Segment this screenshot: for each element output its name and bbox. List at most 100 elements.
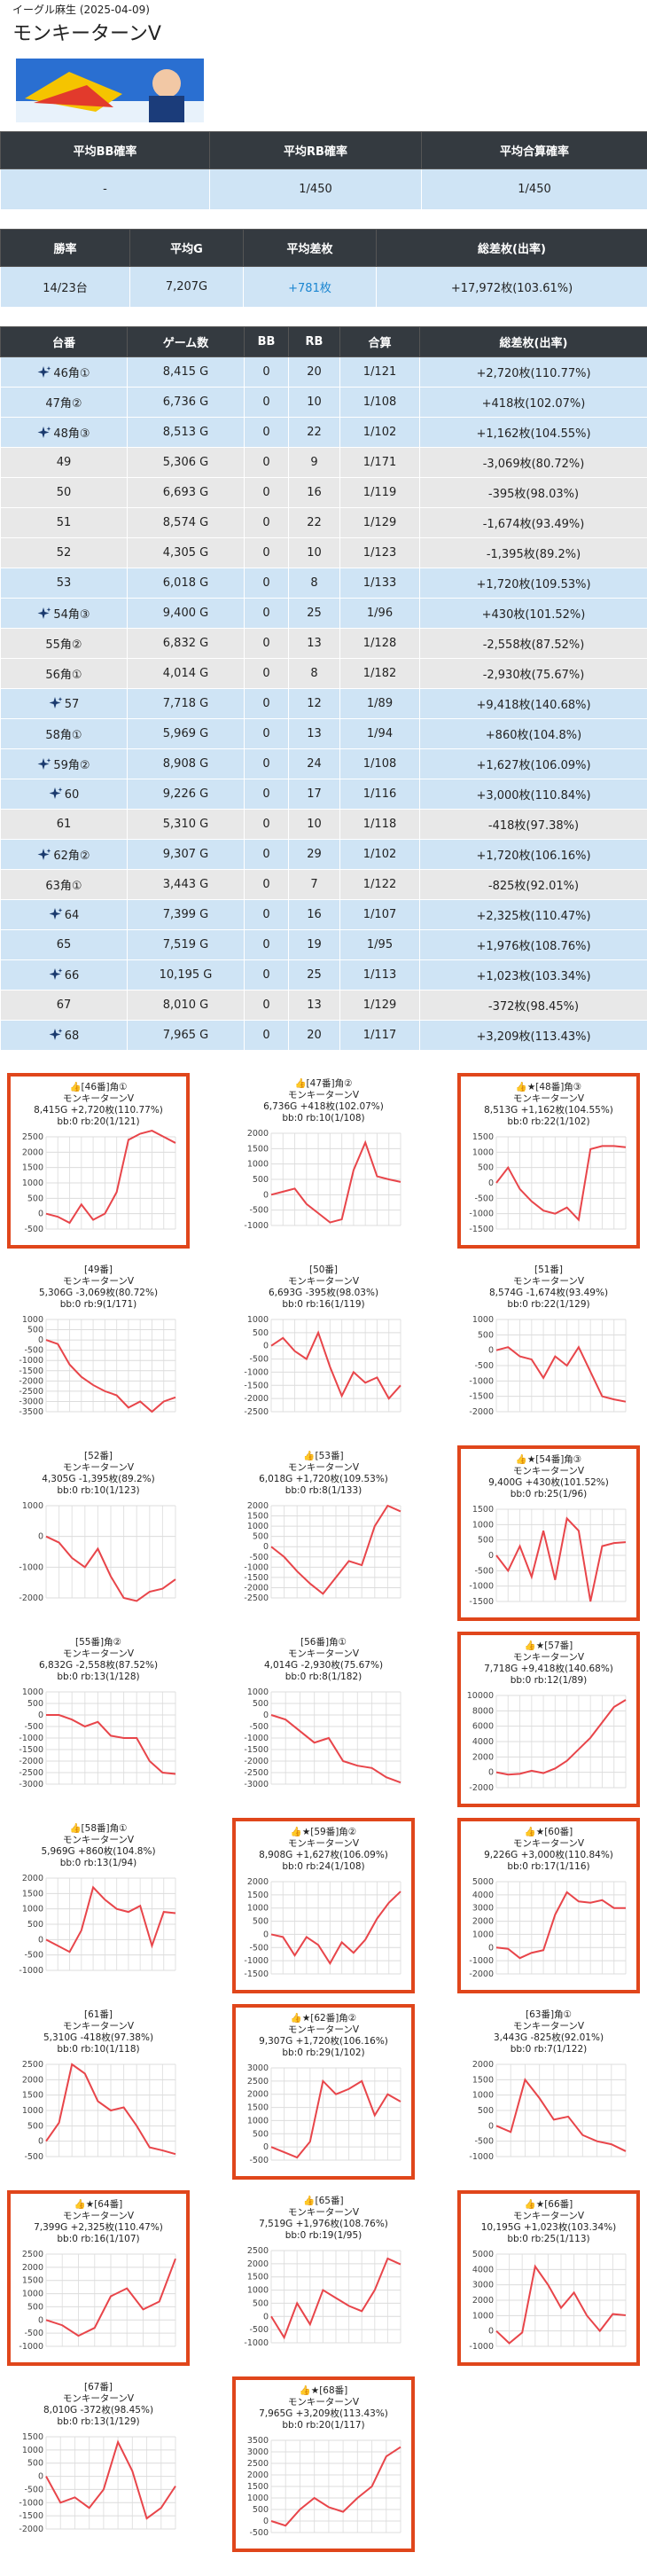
- y-tick-label: -2000: [469, 1969, 494, 1979]
- cell-text: 65: [56, 938, 72, 951]
- cell: 10: [288, 809, 340, 840]
- y-tick-label: 2500: [22, 2250, 43, 2259]
- cell-text: 1/121: [362, 365, 397, 379]
- y-tick-label: -500: [24, 1722, 43, 1732]
- y-tick-label: 0: [263, 1711, 269, 1720]
- cell: 13: [288, 718, 340, 749]
- cell: -: [0, 168, 210, 210]
- y-tick-label: 0: [488, 1178, 494, 1188]
- chart-caption: 👍★[60番]: [524, 1827, 573, 1837]
- cell-text: 0: [262, 818, 270, 831]
- y-tick-label: 3500: [247, 2436, 269, 2446]
- y-tick-label: 2000: [247, 2259, 269, 2269]
- cell: 0: [244, 628, 289, 659]
- chart-summary: 8,513G +1,162枚(104.55%): [484, 1105, 613, 1116]
- cell: 0: [244, 1020, 289, 1051]
- y-tick-label: -3500: [19, 1407, 43, 1417]
- row: 67 8,010 G 0 13 1/129 -372枚(98.45%): [0, 990, 647, 1021]
- y-tick-label: -1000: [19, 1356, 43, 1366]
- chart-card: 👍[47番]角② モンキーターンV 6,736G +418枚(102.07%) bb:…: [232, 1073, 415, 1249]
- line: [46, 1714, 176, 1775]
- cell-text: 0: [262, 546, 270, 560]
- chart-summary: 5,310G -418枚(97.38%): [43, 2032, 154, 2043]
- cell: -2,558枚(87.52%): [419, 628, 647, 659]
- chart-caption: [50番]: [308, 1265, 339, 1275]
- y-tick-label: 2500: [22, 2060, 43, 2070]
- chart-card: 👍★[57番] モンキーターンV 7,718G +9,418枚(140.68%) bb…: [457, 1632, 640, 1807]
- y-tick-label: 2000: [22, 2263, 43, 2273]
- y-tick-label: 1500: [247, 1512, 269, 1522]
- cell-text: 1/113: [362, 968, 397, 982]
- header-cell: 合算: [339, 326, 420, 357]
- cell: 13: [288, 990, 340, 1021]
- line: [495, 1699, 627, 1776]
- cell: 0: [244, 477, 289, 508]
- chart-bonus: bb:0 rb:10(1/118): [57, 2044, 140, 2055]
- cell-text: 29: [307, 848, 322, 861]
- cell: +2,325枚(110.47%): [419, 899, 647, 930]
- y-tick-label: 500: [27, 2302, 43, 2312]
- cell-text: 55角②: [45, 638, 82, 652]
- cell: 63角①: [0, 869, 128, 900]
- cell: 62角②: [0, 839, 128, 870]
- chart-bonus: bb:0 rb:16(1/119): [282, 1299, 365, 1310]
- y-tick-label: 1000: [22, 1687, 43, 1697]
- cell: 1/113: [339, 959, 420, 990]
- y-tick-label: 1000: [472, 1520, 494, 1530]
- cell-text: 57: [64, 698, 80, 711]
- cell: 6,018 G: [127, 568, 245, 599]
- line: [270, 2257, 401, 2340]
- cell-text: 8,010 G: [162, 998, 209, 1012]
- sparkle: [37, 849, 51, 860]
- cell: 0: [244, 417, 289, 448]
- chart-card: 👍★[66番] モンキーターンV 10,195G +1,023枚(103.34%) b…: [457, 2190, 640, 2366]
- cell-text: +781枚: [288, 282, 331, 295]
- chart-bonus: bb:0 rb:8(1/182): [285, 1672, 362, 1682]
- y-tick-label: 500: [27, 1920, 43, 1930]
- y-tick-label: -1000: [19, 1734, 43, 1743]
- chart-bonus: bb:0 rb:19(1/95): [285, 2230, 362, 2241]
- cell: 0: [244, 658, 289, 689]
- chart-bonus: bb:0 rb:25(1/113): [507, 2234, 590, 2244]
- cell: -372枚(98.45%): [419, 990, 647, 1021]
- cell: +418枚(102.07%): [419, 387, 647, 418]
- row: 51 8,574 G 0 22 1/129 -1,674枚(93.49%): [0, 507, 647, 538]
- chart-caption: 👍[58番]角①: [69, 1823, 128, 1834]
- cell-text: +1,720枚(109.53%): [476, 578, 591, 591]
- sparkle: [49, 1029, 63, 1040]
- chart-caption: 👍[46番]角①: [69, 1082, 128, 1092]
- chart-summary: 4,014G -2,930枚(75.67%): [263, 1660, 384, 1671]
- y-tick-label: 1500: [22, 1163, 43, 1173]
- line: [45, 1885, 176, 1954]
- y-tick-label: 1500: [22, 2432, 43, 2442]
- cell-text: 0: [262, 486, 270, 499]
- cell: +17,972枚(103.61%): [376, 266, 647, 308]
- y-tick-label: 0: [488, 1346, 494, 1356]
- line-chart: 1000 500 0 -500 -1000 -1500 -2000: [469, 1315, 627, 1417]
- header-row: 台番 ゲーム数 BB RB 合算 総差枚(出率): [0, 326, 647, 357]
- chart-card: [50番] モンキーターンV 6,693G -395枚(98.03%) bb:0 rb…: [232, 1259, 415, 1435]
- y-tick-label: 0: [38, 1532, 43, 1542]
- y-tick-label: 2000: [247, 2470, 269, 2480]
- cell: 1/96: [339, 598, 420, 629]
- y-tick-label: 1000: [247, 2494, 269, 2503]
- cell-text: 60: [64, 788, 80, 802]
- y-tick-label: 2000: [22, 1147, 43, 1157]
- cell: 0: [244, 748, 289, 779]
- cell-text: -372枚(98.45%): [487, 1000, 580, 1014]
- y-tick-label: -500: [249, 1553, 269, 1562]
- cell: 1/119: [339, 477, 420, 508]
- cell: 53: [0, 568, 128, 599]
- y-tick-label: -1500: [19, 2511, 43, 2521]
- cell-text: -3,069枚(80.72%): [482, 458, 585, 471]
- line-chart: 2500 2000 1500 1000 500 0 -500 -1000: [244, 2246, 401, 2348]
- line-chart: 1500 1000 500 0 -500 -1000 -1500: [469, 1132, 627, 1234]
- y-tick-label: -1000: [244, 1221, 269, 1231]
- y-tick-label: -500: [24, 2329, 43, 2338]
- cell: +781枚: [243, 266, 377, 308]
- cell-text: 0: [262, 757, 270, 771]
- y-tick-label: -1500: [244, 1381, 269, 1390]
- table: 平均BB確率 平均RB確率 平均合算確率 - 1/450 1/450: [0, 131, 647, 210]
- cell-text: 0: [262, 787, 270, 801]
